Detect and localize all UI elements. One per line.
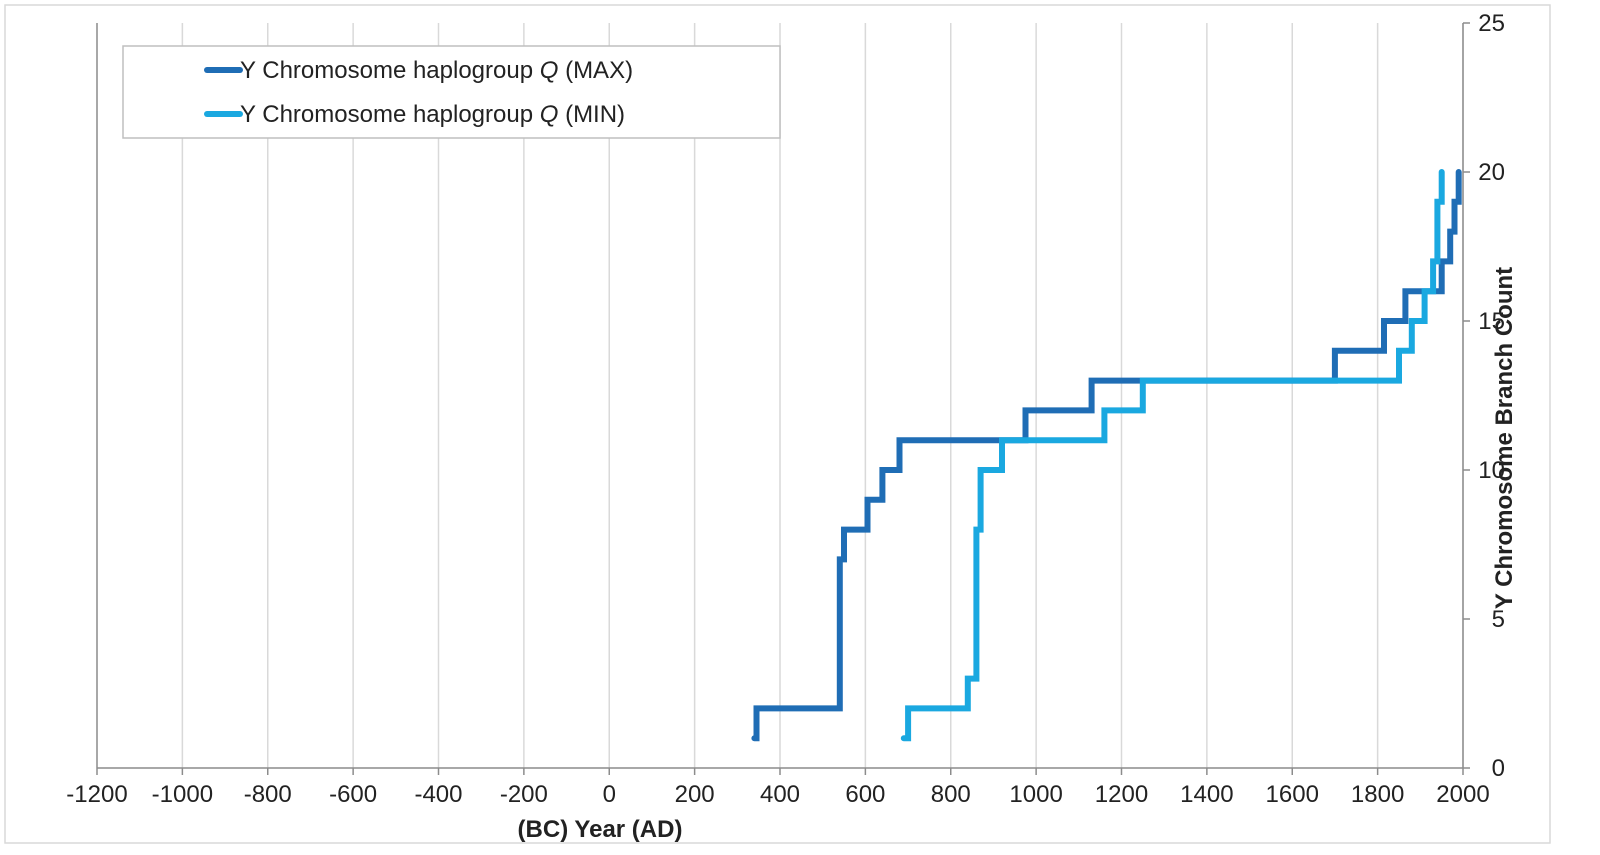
x-tick-label: 200 <box>675 781 715 808</box>
series-line-max <box>751 169 1462 742</box>
y-tick-label: 25 <box>1478 10 1505 37</box>
y-tick-label: 20 <box>1478 159 1505 186</box>
x-tick-label: 600 <box>845 781 885 808</box>
tick-labels: -1200 -1000 -800 -600 -400 -200 0 200 400 600 800 1… <box>66 10 1505 808</box>
legend-label-max: Y Chromosome haplogroup Q (MAX) <box>240 57 633 84</box>
x-tick-label: 1400 <box>1180 781 1233 808</box>
x-tick-label: 1800 <box>1351 781 1404 808</box>
legend-box <box>122 45 781 139</box>
x-axis-title: (BC) Year (AD) <box>518 816 683 843</box>
legend: Y Chromosome haplogroup Q (MAX) Y Chromos… <box>122 45 781 139</box>
x-tick-label: 800 <box>931 781 971 808</box>
series-line-min <box>900 169 1445 742</box>
x-tick-label: 1600 <box>1266 781 1319 808</box>
y-tick-label: 10 <box>1478 457 1505 484</box>
series-lines <box>751 169 1462 742</box>
x-tick-label: 0 <box>603 781 616 808</box>
y-axis-title: Y Chromosome Branch Count <box>1491 267 1518 609</box>
y-tick-label: 5 <box>1492 606 1505 633</box>
x-tick-label: -800 <box>244 781 292 808</box>
y-tick-label: 0 <box>1492 755 1505 782</box>
gridlines <box>181 23 1464 768</box>
axes <box>96 22 1470 775</box>
x-tick-label: 1200 <box>1095 781 1148 808</box>
x-tick-label: -600 <box>329 781 377 808</box>
legend-label-min: Y Chromosome haplogroup Q (MIN) <box>240 101 625 128</box>
x-tick-label: -1200 <box>66 781 127 808</box>
x-tick-label: -1000 <box>152 781 213 808</box>
x-tick-label: 400 <box>760 781 800 808</box>
y-tick-label: 15 <box>1478 308 1505 335</box>
x-tick-label: 2000 <box>1436 781 1489 808</box>
x-tick-label: -400 <box>414 781 462 808</box>
x-tick-label: -200 <box>500 781 548 808</box>
x-tick-label: 1000 <box>1009 781 1062 808</box>
